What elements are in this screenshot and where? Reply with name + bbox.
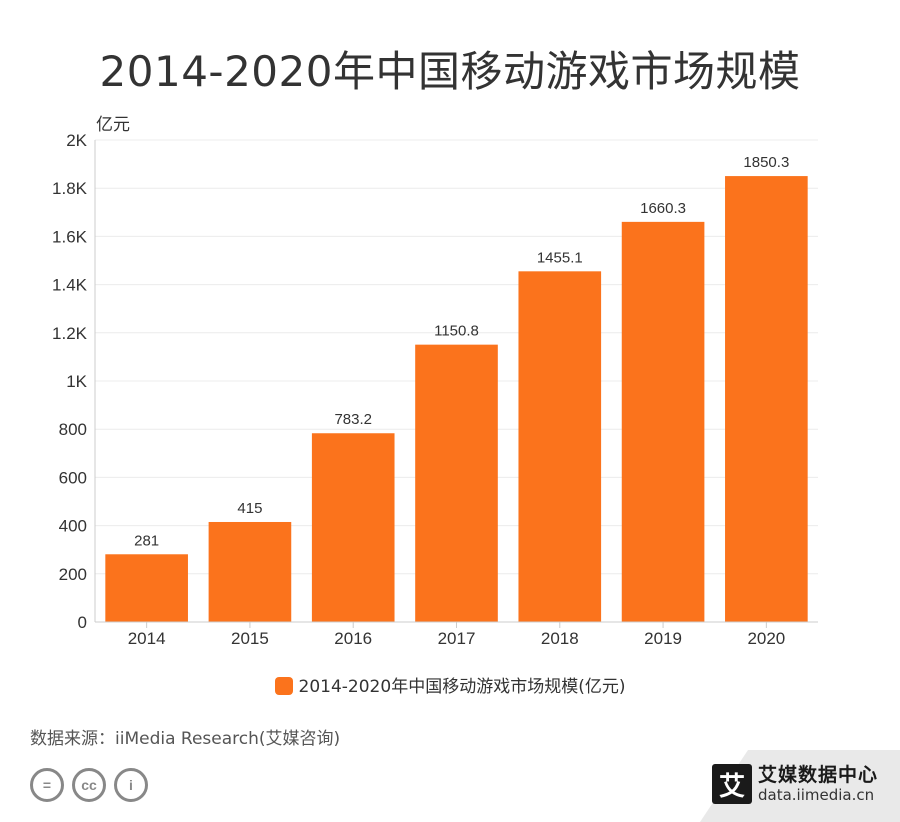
data-label: 1850.3 (743, 154, 789, 171)
x-tick-label: 2018 (541, 629, 579, 648)
data-label: 1150.8 (434, 323, 479, 340)
y-tick-label: 2K (66, 131, 87, 150)
bar (208, 521, 292, 622)
legend-swatch (274, 677, 293, 695)
data-label: 281 (134, 532, 159, 549)
bar (415, 344, 498, 622)
y-axis-label: 亿元 (96, 115, 130, 135)
brand-logo: 艾 (712, 764, 752, 804)
bar (725, 176, 808, 622)
license-icons: = cc i (30, 768, 148, 802)
data-label: 1455.1 (537, 249, 583, 266)
brand-url: data.iimedia.cn (758, 785, 875, 804)
legend[interactable]: 2014-2020年中国移动游戏市场规模(亿元) (0, 672, 900, 697)
data-label: 783.2 (334, 411, 372, 428)
data-label: 415 (237, 500, 262, 517)
x-tick-label: 2017 (438, 629, 476, 648)
y-tick-label: 1K (66, 372, 87, 391)
data-label: 1660.3 (640, 200, 686, 217)
y-tick-label: 0 (78, 613, 87, 632)
brand-name: 艾媒数据中心 (758, 763, 879, 786)
legend-label: 2014-2020年中国移动游戏市场规模(亿元) (298, 677, 626, 697)
y-tick-label: 400 (59, 517, 87, 536)
x-tick-label: 2014 (128, 629, 166, 648)
x-tick-label: 2020 (747, 629, 785, 648)
y-tick-label: 200 (59, 565, 87, 584)
y-tick-label: 800 (59, 420, 87, 439)
y-tick-label: 1.4K (52, 276, 88, 295)
bar-chart: 0 200 400 600 800 1K 1.2K 1.4K 1.6K 1.8K 2K 亿元 281 20… (52, 115, 818, 648)
bar (311, 433, 395, 622)
x-tick-label: 2019 (644, 629, 682, 648)
x-tick-label: 2016 (334, 629, 372, 648)
source-note: 数据来源：iiMedia Research(艾媒咨询) (30, 729, 341, 749)
bar (518, 271, 602, 622)
y-tick-label: 1.6K (52, 227, 88, 246)
cc-nd-icon: = (30, 768, 64, 802)
brand[interactable]: 艾 艾媒数据中心 data.iimedia.cn (712, 764, 878, 804)
bar (105, 554, 188, 622)
cc-icon: cc (72, 768, 106, 802)
y-tick-label: 1.8K (52, 179, 88, 198)
bar (621, 221, 705, 622)
x-tick-label: 2015 (231, 629, 269, 648)
chart-title: 2014-2020年中国移动游戏市场规模 (99, 47, 801, 96)
cc-by-icon: i (114, 768, 148, 802)
y-tick-label: 600 (59, 468, 87, 487)
y-tick-label: 1.2K (52, 324, 88, 343)
